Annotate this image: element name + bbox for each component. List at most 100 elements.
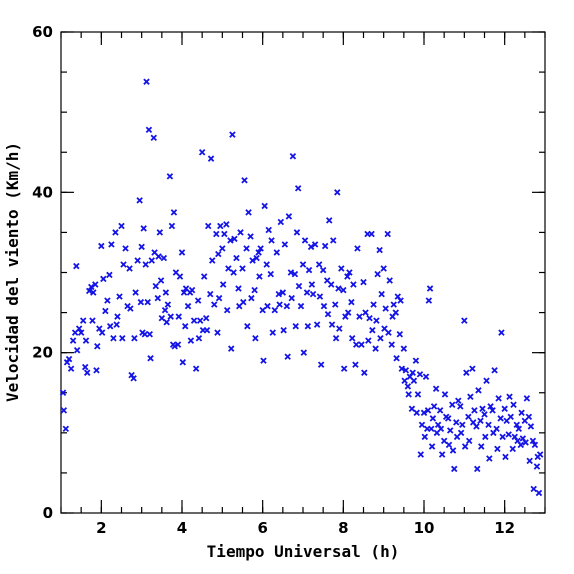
data-point — [408, 405, 416, 413]
data-point — [283, 302, 291, 310]
data-point — [494, 445, 501, 453]
data-point — [518, 409, 525, 417]
data-point — [421, 433, 429, 441]
data-point — [350, 281, 357, 288]
data-point — [166, 173, 174, 180]
data-point — [126, 265, 133, 272]
data-point — [213, 230, 220, 238]
data-point — [227, 345, 235, 352]
data-point — [463, 369, 470, 376]
data-point — [261, 202, 268, 210]
data-point — [225, 265, 232, 272]
data-point — [507, 413, 514, 421]
data-point — [273, 249, 281, 256]
data-point — [473, 423, 480, 430]
data-point — [303, 289, 311, 296]
data-point — [200, 273, 208, 280]
data-point — [248, 294, 255, 302]
y-tick-label: 60 — [32, 23, 53, 41]
data-point — [215, 250, 222, 258]
data-point — [533, 463, 541, 470]
data-point — [292, 322, 299, 330]
data-point — [215, 294, 223, 302]
data-point — [386, 277, 393, 284]
data-point — [330, 237, 337, 244]
data-point — [75, 325, 83, 332]
data-point — [527, 423, 535, 430]
y-axis-label: Velocidad del viento (Km/h) — [3, 142, 22, 402]
data-point — [157, 277, 165, 284]
data-point — [402, 367, 410, 374]
data-point — [457, 403, 464, 410]
data-point — [227, 237, 234, 244]
data-point — [401, 377, 408, 384]
data-point — [338, 265, 345, 272]
data-point — [482, 433, 489, 441]
data-point — [382, 305, 389, 312]
plot-frame — [60, 31, 546, 514]
data-point — [414, 391, 422, 398]
data-point — [448, 401, 456, 409]
data-point — [271, 306, 279, 314]
data-point — [489, 407, 496, 414]
data-point — [221, 230, 228, 238]
data-point — [202, 314, 210, 322]
y-tick-label: 0 — [43, 504, 53, 522]
data-point — [344, 309, 352, 316]
data-point — [98, 329, 106, 336]
data-point — [260, 357, 267, 364]
data-point — [223, 221, 230, 228]
data-point — [279, 289, 287, 296]
data-point — [156, 229, 164, 236]
data-point — [192, 365, 200, 372]
data-point — [106, 271, 113, 279]
data-point — [422, 373, 430, 380]
data-point — [267, 270, 274, 278]
data-point — [455, 397, 462, 405]
data-point — [168, 222, 176, 230]
data-point — [308, 281, 316, 288]
data-point — [307, 243, 315, 251]
data-point — [426, 285, 434, 292]
data-point — [536, 451, 544, 458]
data-point — [223, 306, 231, 314]
data-point — [253, 254, 260, 262]
data-point — [425, 297, 433, 304]
data-point — [195, 335, 203, 342]
data-point — [372, 345, 379, 352]
data-point — [184, 302, 192, 310]
data-point — [94, 343, 101, 350]
data-point — [502, 453, 509, 461]
data-point — [137, 298, 145, 306]
data-point — [204, 222, 212, 230]
data-point — [428, 443, 436, 450]
data-point — [374, 270, 381, 278]
data-point — [255, 249, 262, 256]
data-point — [152, 282, 160, 290]
y-tick-label: 20 — [32, 344, 53, 362]
data-point — [239, 265, 246, 272]
data-point — [388, 341, 395, 348]
data-point — [160, 254, 168, 262]
data-point — [247, 233, 254, 240]
data-point — [517, 441, 525, 449]
data-point — [219, 281, 227, 288]
data-point — [474, 465, 481, 473]
data-point — [365, 337, 372, 344]
data-point — [264, 302, 271, 310]
data-point — [214, 329, 221, 336]
data-point — [148, 257, 155, 264]
data-point — [444, 415, 452, 422]
data-point — [190, 317, 198, 324]
x-tick-label: 4 — [177, 519, 187, 537]
data-point — [461, 317, 468, 324]
data-point — [240, 298, 247, 306]
data-point — [510, 401, 517, 409]
data-point — [175, 313, 183, 320]
data-point — [384, 230, 391, 238]
data-point — [356, 313, 363, 320]
data-point — [325, 217, 333, 224]
data-point — [328, 321, 336, 328]
data-point — [288, 294, 295, 302]
data-point — [110, 335, 117, 342]
